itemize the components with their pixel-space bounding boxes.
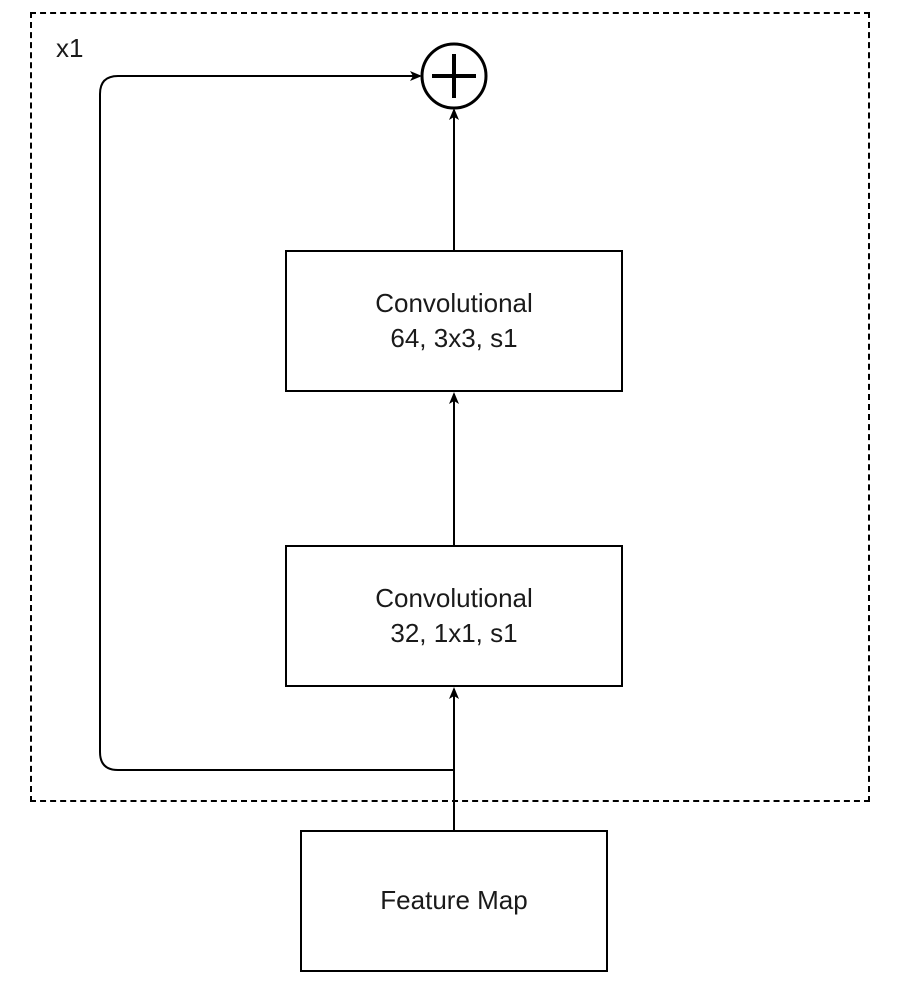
diagram-canvas: x1 Convolutional 64, 3x3, s1 Convolution… bbox=[0, 0, 908, 1000]
conv-layer-2-title: Convolutional bbox=[375, 286, 533, 321]
conv-layer-1-box: Convolutional 32, 1x1, s1 bbox=[285, 545, 623, 687]
feature-map-label: Feature Map bbox=[380, 883, 527, 918]
container-multiplier-label: x1 bbox=[56, 33, 83, 64]
conv-layer-1-params: 32, 1x1, s1 bbox=[390, 616, 517, 651]
feature-map-box: Feature Map bbox=[300, 830, 608, 972]
conv-layer-2-params: 64, 3x3, s1 bbox=[390, 321, 517, 356]
conv-layer-1-title: Convolutional bbox=[375, 581, 533, 616]
conv-layer-2-box: Convolutional 64, 3x3, s1 bbox=[285, 250, 623, 392]
